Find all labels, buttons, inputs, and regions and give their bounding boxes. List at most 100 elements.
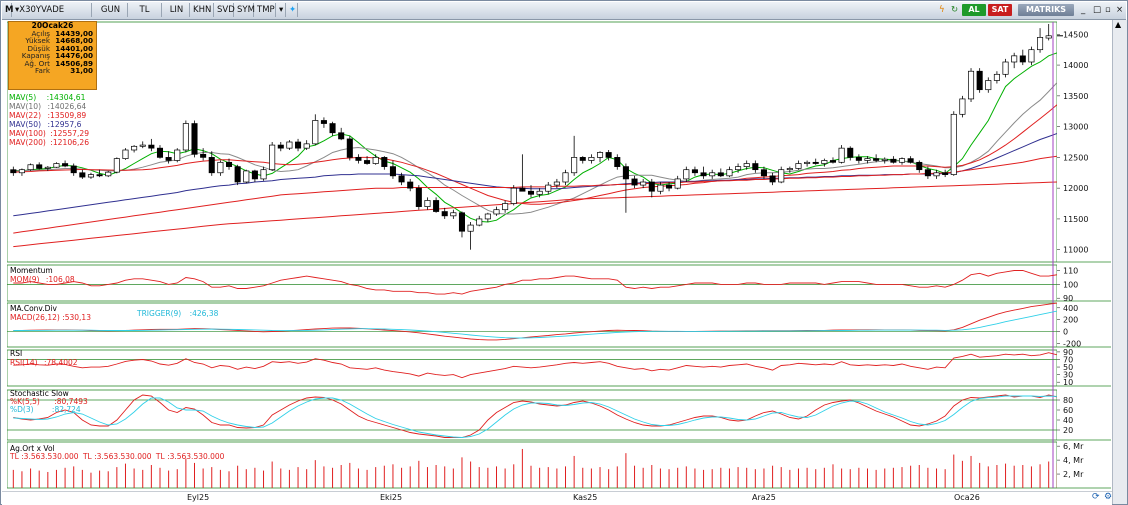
candle-body xyxy=(156,147,164,158)
axis-tick-label: 4, Mr xyxy=(1063,456,1084,465)
candle-body xyxy=(389,166,396,177)
candle-body xyxy=(484,213,491,220)
axis-tick-label: 30 xyxy=(1063,371,1073,380)
buy-button[interactable]: AL xyxy=(962,4,986,16)
candle-body xyxy=(70,165,77,174)
ma-line-mav100 xyxy=(13,155,1057,234)
lightning-icon[interactable]: ϟ xyxy=(939,5,945,15)
info-value: 14401,00 xyxy=(55,43,93,53)
candle-body xyxy=(251,170,258,180)
candle-body xyxy=(717,172,724,177)
chevron-down-icon: ▾ xyxy=(15,5,20,15)
legend-label: TL xyxy=(82,452,92,461)
axis-tick-label: 70 xyxy=(1063,355,1073,364)
menu-icon[interactable]: M xyxy=(2,3,13,17)
legend-label: TL xyxy=(155,452,165,461)
sell-button[interactable]: SAT xyxy=(988,4,1012,16)
axis-tick-label: 11000 xyxy=(1063,246,1088,255)
info-value: 14439,00 xyxy=(55,29,93,38)
candle-body xyxy=(87,174,94,178)
candle-body xyxy=(527,190,535,195)
chevron-down-icon[interactable]: ▾ xyxy=(276,3,286,17)
info-value: 14506,89 xyxy=(55,58,93,68)
indicator-line-1-0 xyxy=(13,270,1057,295)
info-row-high: Yüksek 14668,00 xyxy=(9,37,96,45)
candle-body xyxy=(458,212,465,232)
info-label: Fark xyxy=(35,65,50,75)
stoch-d-legend: %D(3) :82,724 xyxy=(10,406,81,414)
period-button[interactable]: GUN xyxy=(94,3,128,17)
info-row-close: Kapanış 14476,00 xyxy=(9,52,96,60)
date-label-eyl25: Eyl25 xyxy=(187,493,210,502)
chart-canvas[interactable] xyxy=(7,20,1057,490)
legend-value: :3.563.530.000 xyxy=(21,452,79,461)
candle-body xyxy=(165,157,172,161)
sync-icon[interactable]: ⟳ xyxy=(1092,492,1100,502)
candle-body xyxy=(786,168,793,171)
candle-body xyxy=(536,190,543,195)
candle-body xyxy=(907,158,914,163)
currency-button[interactable]: TL xyxy=(128,3,162,17)
line-chart-button[interactable]: LIN xyxy=(164,3,190,17)
legend-label: TL xyxy=(10,452,19,461)
candle-body xyxy=(545,184,552,192)
vertical-scrollbar[interactable]: ▲ xyxy=(1112,20,1127,504)
axis-tick-label: 0 xyxy=(1063,328,1068,337)
candle-body xyxy=(208,157,215,174)
candle-body xyxy=(433,200,440,212)
maximize-icon[interactable]: □ xyxy=(1093,5,1102,15)
stoch-k-legend: %K(5,5) :80,7493 xyxy=(10,398,88,406)
legend-value: :3.563.530.000 xyxy=(94,452,152,461)
axis-tick-label: 14500 xyxy=(1063,30,1088,39)
legend-value: :14026,64 xyxy=(47,102,87,111)
legend-value: :12957,6 xyxy=(47,120,82,129)
info-value: 31,00 xyxy=(70,65,93,75)
candle-body xyxy=(1045,35,1052,39)
restore-icon[interactable]: ▫ xyxy=(1105,5,1111,15)
candle-body xyxy=(415,187,422,207)
info-label: Ağ. Ort xyxy=(24,58,50,68)
khn-button[interactable]: KHN xyxy=(190,3,214,17)
indicator-line-2-1 xyxy=(13,310,1057,339)
info-label: Düşük xyxy=(27,43,50,53)
symbol-selector[interactable]: ▾X30YVADE xyxy=(12,3,92,17)
minimize-icon[interactable]: _ xyxy=(1081,5,1086,15)
axis-tick-label: 50 xyxy=(1063,363,1073,372)
candle-body xyxy=(502,203,509,211)
twitter-icon[interactable]: ✦ xyxy=(286,3,298,17)
settings-icon[interactable]: ⚙ xyxy=(1104,492,1113,502)
legend-label: MOM(9) xyxy=(10,275,40,284)
panel-border-1 xyxy=(7,264,1057,302)
candle-body xyxy=(79,172,86,178)
candle-body xyxy=(855,157,862,161)
candle-body xyxy=(277,144,284,149)
candle-body xyxy=(44,166,51,169)
candle-body xyxy=(476,218,483,226)
candle-body xyxy=(131,145,138,151)
candle-body xyxy=(200,153,207,158)
candle-body xyxy=(234,166,241,183)
candle-body xyxy=(1019,55,1026,63)
scroll-up-icon[interactable]: ▲ xyxy=(1115,20,1122,29)
candle-body xyxy=(622,166,629,180)
legend-value: :14304,61 xyxy=(46,93,86,102)
candle-body xyxy=(113,158,120,173)
info-row-low: Düşük 14401,00 xyxy=(9,43,96,53)
candle-body xyxy=(338,132,345,140)
info-row-open: Açılış 14439,00 xyxy=(9,29,96,38)
candle-body xyxy=(1002,61,1009,75)
close-icon[interactable]: × xyxy=(1116,5,1124,15)
volume-legend: TL :3.563.530.000 TL :3.563.530.000 TL :… xyxy=(10,453,224,461)
axis-tick-label: 90 xyxy=(1063,348,1073,357)
svd-button[interactable]: SVD xyxy=(214,3,235,17)
sym-button[interactable]: SYM xyxy=(234,3,255,17)
refresh-icon[interactable]: ↻ xyxy=(951,5,959,15)
legend-value: :80,7493 xyxy=(54,397,88,406)
brand-logo: MATRIKS xyxy=(1018,4,1074,16)
legend-label: MAV(200) xyxy=(9,138,46,147)
panel-border-2 xyxy=(7,302,1057,348)
candle-body xyxy=(597,152,604,158)
tmp-button[interactable]: TMP xyxy=(254,3,276,17)
legend-mav100: MAV(100) :12557,29 xyxy=(9,129,89,138)
candle-body xyxy=(847,147,854,158)
